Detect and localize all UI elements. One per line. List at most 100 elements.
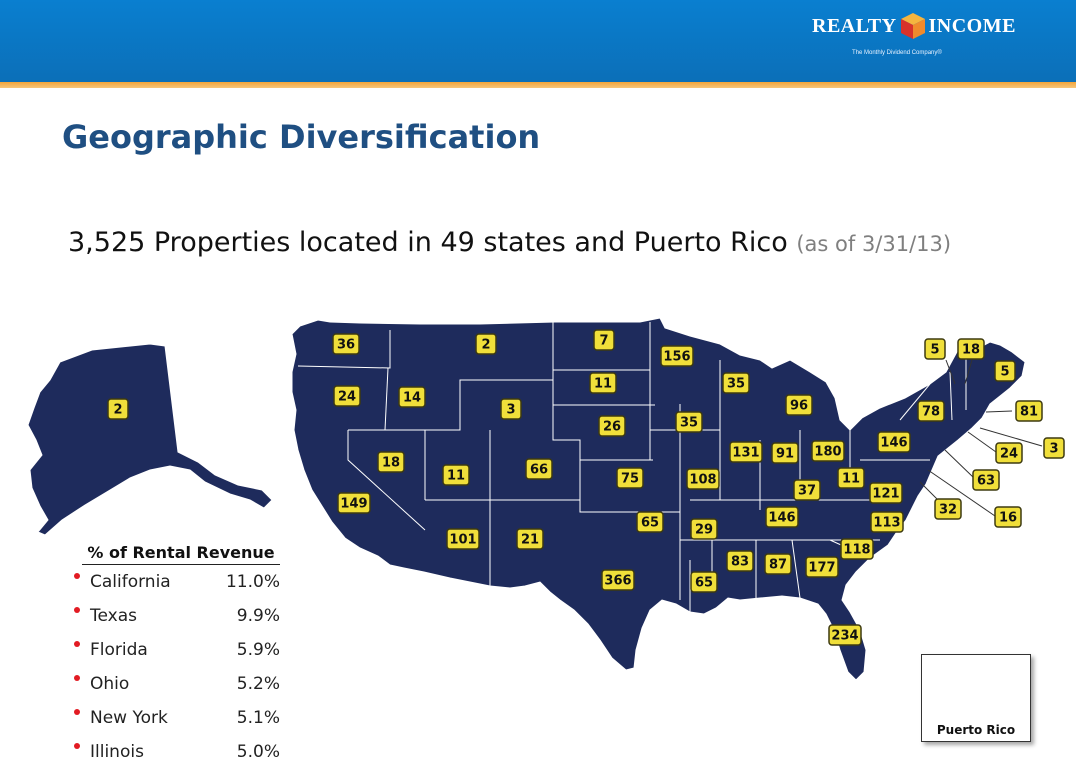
badge-box [377, 451, 405, 473]
company-logo: REALTY INCOME [812, 12, 1016, 40]
state-badge: 35 [675, 411, 703, 433]
badge-box [877, 431, 911, 453]
badge-count: 63 [977, 474, 995, 489]
badge-box [333, 385, 361, 407]
badge-box [805, 556, 839, 578]
logo-word-right: INCOME [928, 14, 1016, 37]
badge-box [516, 528, 544, 550]
badge-count: 131 [732, 446, 759, 461]
badge-box [398, 386, 426, 408]
state-badge: 18 [957, 338, 985, 360]
badge-box [726, 550, 754, 572]
state-badge: 5 [924, 338, 946, 360]
state-badge: 65 [636, 511, 664, 533]
state-badge: 96 [785, 394, 813, 416]
badge-box [917, 400, 945, 422]
state-badge: 83 [726, 550, 754, 572]
badge-box [972, 469, 1000, 491]
state-badge: 121 [869, 482, 903, 504]
state-badge: 156 [660, 345, 694, 367]
badge-count: 87 [769, 558, 787, 573]
badge-box [771, 442, 799, 464]
badge-box [616, 467, 644, 489]
badge-box [107, 398, 129, 420]
badge-box [686, 468, 720, 490]
badge-count: 156 [663, 350, 690, 365]
state-badge: 118 [840, 538, 874, 560]
badge-box [722, 372, 750, 394]
property-count: 3,525 [68, 227, 146, 258]
state-badge: 78 [917, 400, 945, 422]
state-badge: 11 [442, 464, 470, 486]
badge-box [793, 479, 821, 501]
badge-count: 180 [814, 445, 841, 460]
badge-count: 146 [768, 511, 795, 526]
badge-box [589, 372, 617, 394]
state-badge: 81 [1015, 400, 1043, 422]
state-badge: 63 [972, 469, 1000, 491]
badge-box [870, 511, 904, 533]
badge-count: 149 [340, 497, 367, 512]
badge-count: 2 [481, 338, 490, 353]
badge-box [332, 333, 360, 355]
logo-tagline: The Monthly Dividend Company® [852, 50, 942, 56]
subtitle-text: Properties located in 49 states and Puer… [145, 227, 797, 258]
badge-box [924, 338, 946, 360]
badge-count: 75 [621, 472, 639, 487]
badge-box [690, 571, 718, 593]
revenue-percent: 9.9% [236, 606, 280, 626]
badge-count: 177 [808, 561, 835, 576]
page-subtitle: 3,525 Properties located in 49 states an… [68, 227, 951, 258]
state-badge: 131 [729, 441, 763, 463]
state-badge: 3 [500, 398, 522, 420]
badge-count: 91 [776, 447, 794, 462]
state-badge: 75 [616, 467, 644, 489]
state-badge: 18 [377, 451, 405, 473]
state-badge: 2 [107, 398, 129, 420]
rental-revenue-table: % of Rental Revenue California 11.0% Texas… [70, 543, 280, 769]
state-badge: 2 [475, 333, 497, 355]
puerto-rico-inset: Puerto Rico [921, 654, 1031, 742]
state-badge: 11 [589, 372, 617, 394]
state-badge: 91 [771, 442, 799, 464]
badge-box [500, 398, 522, 420]
badge-box [660, 345, 694, 367]
badge-count: 81 [1020, 405, 1038, 420]
state-badge: 36 [332, 333, 360, 355]
alaska-shape [27, 343, 273, 536]
revenue-percent: 11.0% [225, 572, 280, 592]
badge-box [601, 569, 635, 591]
badge-box [337, 492, 371, 514]
revenue-state: California [90, 572, 171, 592]
bullet-icon [74, 607, 80, 613]
state-badge: 234 [828, 624, 862, 646]
badge-box [446, 528, 480, 550]
state-badge: 146 [765, 506, 799, 528]
state-badge: 16 [994, 506, 1022, 528]
badge-count: 121 [872, 487, 899, 502]
badge-count: 3 [506, 403, 515, 418]
badge-box [475, 333, 497, 355]
rental-revenue-heading: % of Rental Revenue [82, 543, 280, 565]
state-badge: 65 [690, 571, 718, 593]
page-title: Geographic Diversification [62, 118, 541, 156]
badge-box [764, 553, 792, 575]
badge-count: 24 [1000, 447, 1018, 462]
badge-count: 2 [113, 403, 122, 418]
badge-box [675, 411, 703, 433]
badge-box [1043, 437, 1065, 459]
badge-count: 7 [599, 334, 608, 349]
badge-count: 11 [594, 377, 612, 392]
revenue-row: California 11.0% [70, 565, 280, 599]
badge-count: 66 [530, 463, 548, 478]
revenue-row: Ohio 5.2% [70, 667, 280, 701]
header-divider [0, 82, 1076, 88]
badge-box [994, 506, 1022, 528]
badge-box [690, 518, 718, 540]
badge-box [598, 415, 626, 437]
badge-count: 234 [831, 629, 858, 644]
badge-count: 24 [338, 390, 356, 405]
puerto-rico-label: Puerto Rico [936, 723, 1016, 737]
revenue-row: Texas 9.9% [70, 599, 280, 633]
